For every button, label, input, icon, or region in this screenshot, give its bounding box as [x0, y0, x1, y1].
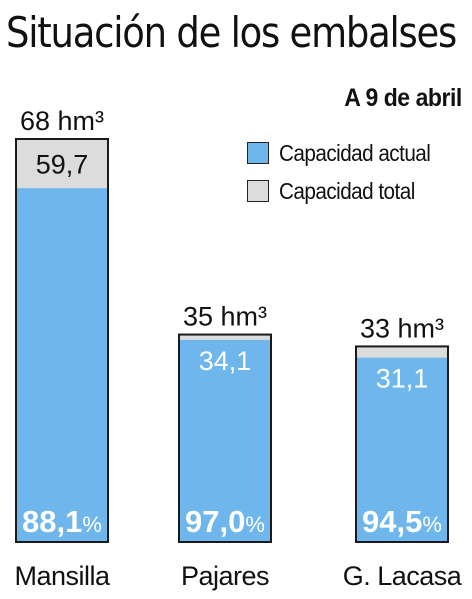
total-label-1: 35 hm³ [183, 302, 267, 332]
bar-actual-2 [357, 357, 447, 541]
legend-swatch-actual [247, 142, 269, 164]
actual-label-0: 59,7 [36, 150, 89, 180]
category-label-1: Pajares [180, 561, 270, 591]
actual-label-2: 31,1 [376, 364, 429, 394]
percent-label-0: 88,1% [22, 504, 102, 539]
legend-item-total: Capacidad total [247, 176, 430, 206]
category-label-0: Mansilla [14, 561, 110, 591]
chart-date: A 9 de abril [344, 84, 462, 112]
bar-actual-0 [17, 188, 107, 542]
actual-label-1: 34,1 [199, 346, 252, 376]
legend-item-actual: Capacidad actual [247, 138, 447, 168]
bar-actual-1 [180, 339, 270, 541]
chart-title: Situación de los embalses [6, 8, 457, 57]
total-label-2: 33 hm³ [360, 313, 444, 343]
percent-label-2: 94,5% [362, 504, 442, 539]
percent-label-1: 97,0% [185, 504, 265, 539]
category-label-2: G. Lacasa [342, 561, 462, 591]
legend-label-actual: Capacidad actual [279, 139, 431, 166]
legend-label-total: Capacidad total [279, 177, 415, 204]
legend-swatch-total [247, 180, 269, 202]
total-label-0: 68 hm³ [20, 106, 104, 136]
